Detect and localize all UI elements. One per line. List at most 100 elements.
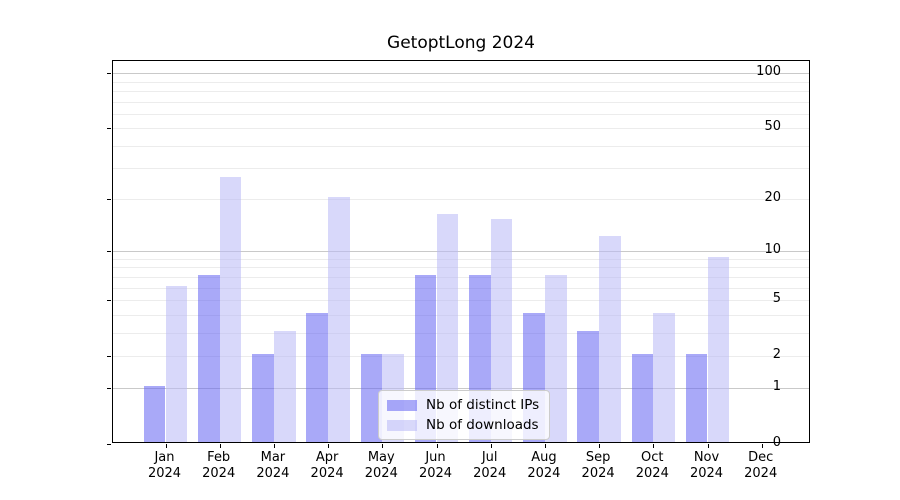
bar-downloads-feb bbox=[219, 177, 242, 442]
gridline-minor bbox=[113, 355, 809, 357]
x-tick bbox=[382, 444, 384, 448]
bar-distinct-ips-jan bbox=[143, 386, 166, 442]
bar-distinct-ips-mar bbox=[252, 353, 274, 442]
bar-downloads-aug bbox=[544, 274, 567, 442]
x-tick bbox=[436, 444, 438, 448]
bar-downloads-nov bbox=[707, 257, 730, 442]
x-tick-label: Mar 2024 bbox=[238, 450, 308, 482]
x-tick bbox=[599, 444, 601, 448]
legend-item-distinct-ips: Nb of distinct IPs bbox=[387, 397, 539, 413]
x-tick-label: Oct 2024 bbox=[617, 450, 687, 482]
x-tick-month: Mar bbox=[260, 450, 286, 465]
gridline-major bbox=[113, 251, 809, 253]
gridline-minor bbox=[113, 90, 809, 92]
legend-item-downloads: Nb of downloads bbox=[387, 417, 539, 433]
x-tick-month: Sep bbox=[585, 450, 611, 465]
gridline-minor bbox=[113, 81, 809, 83]
x-tick bbox=[653, 444, 655, 448]
x-tick-year: 2024 bbox=[256, 466, 290, 481]
gridline-minor bbox=[113, 113, 809, 115]
y-tick-label: 20 bbox=[764, 190, 781, 206]
y-tick-label: 100 bbox=[756, 64, 781, 80]
x-tick-month: Apr bbox=[315, 450, 339, 465]
x-tick-month: Oct bbox=[641, 450, 664, 465]
legend-label: Nb of downloads bbox=[426, 417, 539, 433]
gridline-minor bbox=[113, 287, 809, 289]
y-tick-label: 0 bbox=[772, 435, 781, 450]
x-tick-year: 2024 bbox=[364, 466, 398, 481]
y-tick-label: 50 bbox=[764, 119, 781, 135]
x-tick-month: Dec bbox=[748, 450, 774, 465]
gridline-major bbox=[113, 73, 809, 75]
legend: Nb of distinct IPs Nb of downloads bbox=[378, 390, 551, 440]
gridline-minor bbox=[113, 332, 809, 334]
x-tick-year: 2024 bbox=[473, 466, 507, 481]
x-tick bbox=[219, 444, 221, 448]
gridline-minor bbox=[113, 168, 809, 170]
x-tick-year: 2024 bbox=[635, 466, 669, 481]
y-tick-label: 10 bbox=[764, 242, 781, 258]
x-tick-year: 2024 bbox=[689, 466, 724, 481]
gridline-minor bbox=[113, 259, 809, 260]
bar-downloads-sep bbox=[599, 235, 621, 442]
x-tick bbox=[165, 444, 167, 448]
gridline-minor bbox=[113, 145, 809, 147]
x-tick bbox=[490, 444, 492, 448]
bar-downloads-mar bbox=[273, 330, 296, 442]
x-tick-year: 2024 bbox=[147, 466, 182, 481]
y-tick bbox=[107, 199, 111, 201]
bar-distinct-ips-oct bbox=[631, 353, 654, 442]
x-tick-label: May 2024 bbox=[346, 450, 416, 482]
y-tick bbox=[107, 73, 111, 75]
x-tick-month: Aug bbox=[531, 450, 557, 465]
x-tick-month: Jul bbox=[481, 450, 498, 465]
y-tick bbox=[107, 355, 111, 357]
y-tick bbox=[107, 128, 111, 130]
legend-label: Nb of distinct IPs bbox=[426, 397, 540, 413]
x-tick-year: 2024 bbox=[581, 466, 615, 481]
x-tick bbox=[328, 444, 330, 448]
legend-swatch-downloads bbox=[387, 419, 417, 431]
x-tick-month: Nov bbox=[693, 450, 720, 465]
gridline-major bbox=[113, 388, 809, 390]
x-tick-year: 2024 bbox=[202, 466, 236, 481]
bar-distinct-ips-feb bbox=[198, 274, 220, 442]
x-tick-month: Feb bbox=[207, 450, 231, 465]
x-tick-label: Dec 2024 bbox=[726, 450, 796, 482]
bar-downloads-jul bbox=[490, 219, 513, 442]
x-tick-label: Jan 2024 bbox=[130, 450, 200, 482]
y-tick bbox=[107, 300, 111, 301]
y-tick bbox=[107, 388, 111, 390]
bar-distinct-ips-sep bbox=[577, 330, 600, 442]
gridline-minor bbox=[113, 276, 809, 278]
x-tick-label: Sep 2024 bbox=[563, 450, 633, 482]
bar-downloads-jun bbox=[436, 214, 459, 442]
gridline-minor bbox=[113, 300, 809, 301]
legend-swatch-distinct-ips bbox=[387, 399, 417, 411]
x-tick-label: Nov 2024 bbox=[672, 450, 742, 482]
bar-distinct-ips-apr bbox=[306, 312, 329, 442]
bar-downloads-apr bbox=[328, 197, 350, 442]
y-tick bbox=[107, 251, 111, 253]
x-tick-month: Jan bbox=[154, 450, 175, 465]
x-tick bbox=[273, 444, 275, 448]
x-tick-label: Feb 2024 bbox=[184, 450, 254, 482]
x-tick-month: May bbox=[367, 450, 395, 465]
x-tick-year: 2024 bbox=[310, 466, 344, 481]
y-tick-label: 2 bbox=[772, 346, 781, 362]
x-tick bbox=[544, 444, 546, 448]
chart-title: GetoptLong 2024 bbox=[387, 33, 535, 53]
gridline-minor bbox=[113, 267, 809, 269]
x-tick bbox=[761, 444, 763, 448]
x-tick-label: Aug 2024 bbox=[509, 450, 579, 482]
x-tick-month: Jun bbox=[425, 450, 446, 465]
gridline-minor bbox=[113, 199, 809, 201]
x-tick-label: Apr 2024 bbox=[292, 450, 362, 482]
x-tick-label: Jun 2024 bbox=[401, 450, 471, 482]
x-tick-label: Jul 2024 bbox=[455, 450, 525, 482]
gridline-minor bbox=[113, 101, 809, 103]
x-tick bbox=[707, 444, 709, 448]
plot-area: Nb of distinct IPs Nb of downloads bbox=[107, 60, 810, 448]
x-tick-year: 2024 bbox=[418, 466, 453, 481]
